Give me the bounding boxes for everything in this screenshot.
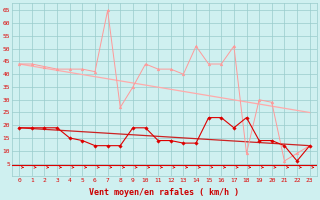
X-axis label: Vent moyen/en rafales ( km/h ): Vent moyen/en rafales ( km/h ) (90, 188, 239, 197)
